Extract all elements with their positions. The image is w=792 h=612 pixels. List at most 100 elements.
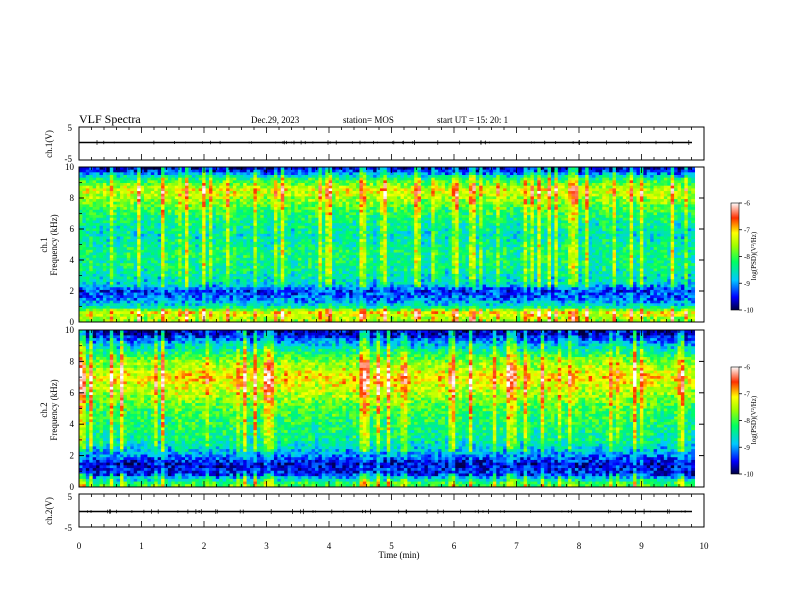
spectrogram-cell xyxy=(229,185,234,189)
spectrogram-cell xyxy=(410,169,415,173)
spectrogram-cell xyxy=(486,177,490,181)
spectrogram-cell xyxy=(219,196,224,200)
spectrogram-cell xyxy=(400,223,405,227)
spectrogram-cell xyxy=(318,172,323,176)
spectrogram-cell xyxy=(376,180,381,184)
spectrogram-cell xyxy=(342,207,347,211)
spectrogram-cell xyxy=(564,220,569,224)
spectrogram-cell xyxy=(615,185,620,189)
spectrogram-cell xyxy=(120,236,124,240)
spectrogram-cell xyxy=(677,199,682,203)
spectrogram-cell xyxy=(188,183,193,187)
spectrogram-cell xyxy=(113,175,118,179)
spectrogram-cell xyxy=(366,215,371,219)
spectrogram-cell xyxy=(421,236,425,240)
spectrogram-cell xyxy=(643,175,648,179)
spectrogram-cell xyxy=(362,233,367,237)
spectrogram-cell xyxy=(191,199,196,203)
spectrogram-cell xyxy=(212,220,217,224)
spectrogram-cell xyxy=(314,188,319,192)
spectrogram-cell xyxy=(253,188,258,192)
spectrogram-cell xyxy=(191,217,196,221)
spectrogram-cell xyxy=(431,209,436,213)
spectrogram-cell xyxy=(499,177,504,181)
spectrogram-cell xyxy=(626,183,631,187)
spectrogram-cell xyxy=(256,177,261,181)
spectrogram-cell xyxy=(520,193,525,197)
spectrogram-cell xyxy=(195,169,200,173)
spectrogram-cell xyxy=(639,231,644,235)
spectrogram-cell xyxy=(188,215,193,219)
spectrogram-cell xyxy=(455,204,460,208)
spectrogram-cell xyxy=(332,196,336,200)
spectrogram-cell xyxy=(85,223,90,227)
spectrogram-cell xyxy=(191,193,196,197)
spectrogram-cell xyxy=(325,220,330,224)
spectrogram-cell xyxy=(403,183,408,187)
spectrogram-cell xyxy=(373,236,377,240)
spectrogram-cell xyxy=(342,183,347,187)
spectrogram-cell xyxy=(120,204,124,208)
spectrogram-cell xyxy=(595,196,600,200)
spectrogram-cell xyxy=(291,175,295,179)
spectrogram-cell xyxy=(174,180,179,184)
spectrogram-cell xyxy=(130,167,135,171)
spectrogram-cell xyxy=(615,177,620,181)
spectrogram-cell xyxy=(147,212,152,216)
spectrogram-cell xyxy=(544,204,548,208)
spectrogram-cell xyxy=(499,212,504,216)
spectrogram-cell xyxy=(154,201,159,205)
spectrogram-cell xyxy=(486,169,490,173)
spectrogram-cell xyxy=(222,193,227,197)
spectrogram-cell xyxy=(636,185,641,189)
spectrogram-cell xyxy=(202,233,206,237)
spectrogram-cell xyxy=(550,220,555,224)
spectrogram-cell xyxy=(369,167,374,171)
spectrogram-cell xyxy=(451,233,456,237)
spectrogram-cell xyxy=(202,204,206,208)
spectrogram-cell xyxy=(379,183,384,187)
spectrogram-cell xyxy=(321,172,326,176)
spectrogram-cell xyxy=(667,180,672,184)
spectrogram-cell xyxy=(568,175,572,179)
spectrogram-cell xyxy=(92,193,97,197)
spectrogram-cell xyxy=(130,204,135,208)
spectrogram-cell xyxy=(270,225,275,229)
spectrogram-cell xyxy=(198,188,203,192)
spectrogram-cell xyxy=(212,191,217,195)
spectrogram-cell xyxy=(629,199,634,203)
spectrogram-cell xyxy=(530,167,535,171)
spectrogram-cell xyxy=(171,223,176,227)
spectrogram-cell xyxy=(434,172,439,176)
spectrogram-cell xyxy=(598,209,603,213)
spectrogram-cell xyxy=(342,231,347,235)
spectrogram-cell xyxy=(291,199,295,203)
spectrogram-cell xyxy=(674,220,678,224)
spectrogram-cell xyxy=(581,220,586,224)
spectrogram-cell xyxy=(178,212,182,216)
spectrogram-cell xyxy=(171,204,176,208)
spectrogram-cell xyxy=(605,223,610,227)
spectrogram-cell xyxy=(140,225,145,229)
spectrogram-cell xyxy=(164,183,169,187)
spectrogram-cell xyxy=(492,180,497,184)
spectrogram-cell xyxy=(140,169,145,173)
spectrogram-cell xyxy=(366,223,371,227)
spectrogram-cell xyxy=(325,201,330,205)
spectrogram-cell xyxy=(297,225,302,229)
spectrogram-cell xyxy=(386,215,391,219)
spectrogram-cell xyxy=(451,185,456,189)
spectrogram-cell xyxy=(486,223,490,227)
spectrogram-cell xyxy=(602,193,607,197)
spectrogram-cell xyxy=(181,175,186,179)
spectrogram-cell xyxy=(284,239,289,243)
spectrogram-cell xyxy=(229,172,234,176)
spectrogram-cell xyxy=(564,233,569,237)
spectrogram-cell xyxy=(318,204,323,208)
spectrogram-cell xyxy=(444,204,449,208)
spectrogram-cell xyxy=(653,209,658,213)
spectrogram-cell xyxy=(407,204,412,208)
spectrogram-cell xyxy=(178,231,182,235)
spectrogram-cell xyxy=(263,239,268,243)
spectrogram-cell xyxy=(674,225,678,229)
